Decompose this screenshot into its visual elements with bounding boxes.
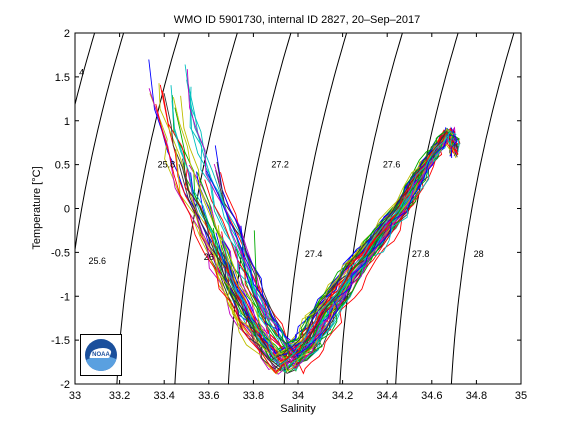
isopycnal-line	[227, 33, 292, 384]
noaa-logo: NOAA	[80, 334, 122, 376]
profile-lines	[148, 59, 461, 375]
x-tick-label: 33.6	[198, 390, 219, 402]
isopycnal-line	[75, 33, 96, 107]
y-tick-label: -2	[60, 379, 70, 391]
y-tick-label: 2	[64, 28, 70, 40]
x-tick-label: 34	[292, 390, 304, 402]
x-tick-label: 33.8	[243, 390, 264, 402]
isopycnal-line	[283, 33, 348, 384]
y-tick-label: 0	[64, 204, 70, 216]
density-contours	[75, 33, 515, 384]
x-tick-label: 34.4	[376, 390, 397, 402]
isopycnal-label: 27.8	[412, 249, 430, 259]
isopycnal-line	[450, 33, 515, 384]
x-tick-label: 34.6	[421, 390, 442, 402]
isopycnal-label: 26	[204, 252, 214, 262]
x-axis-label: Salinity	[280, 403, 316, 415]
isopycnal-label: 4	[79, 67, 84, 77]
isopycnal-line	[395, 33, 459, 384]
isopycnal-line	[339, 33, 403, 384]
profile-line	[184, 64, 457, 357]
isopycnal-line	[116, 33, 180, 384]
profile-line	[212, 128, 454, 362]
x-tick-label: 34.8	[466, 390, 487, 402]
logo-label: NOAA	[92, 352, 110, 358]
contour-labels: 25.6 25.8 26 27.2 27.4 27.6 27.8 28 4	[79, 67, 483, 266]
x-axis-ticks: 33 33.2 33.4 33.6 33.8 34 34.2 34.4 34.6 34.8 35	[69, 33, 527, 402]
x-tick-label: 33	[69, 390, 81, 402]
y-tick-label: 1.5	[55, 72, 70, 84]
profile-line	[189, 95, 461, 371]
isopycnal-label: 25.6	[89, 256, 107, 266]
y-tick-label: -0.5	[51, 247, 70, 259]
x-tick-label: 34.2	[332, 390, 353, 402]
isopycnal-label: 27.6	[383, 160, 401, 170]
isopycnal-label: 27.2	[271, 160, 289, 170]
profile-line	[182, 131, 459, 360]
x-tick-label: 35	[515, 390, 527, 402]
isopycnal-line	[75, 33, 125, 254]
y-tick-label: -1	[60, 291, 70, 303]
profile-line	[186, 69, 458, 357]
y-tick-label: -1.5	[51, 335, 70, 347]
y-axis-label: Temperature [°C]	[31, 166, 43, 249]
profile-line	[222, 130, 452, 366]
y-tick-label: 1	[64, 116, 70, 128]
x-tick-label: 33.2	[109, 390, 130, 402]
isopycnal-label: 27.4	[305, 249, 323, 259]
noaa-emblem-icon: NOAA	[85, 339, 117, 371]
plot-frame	[74, 32, 522, 385]
chart-title: WMO ID 5901730, internal ID 2827, 20–Sep…	[174, 14, 420, 26]
isopycnal-label: 28	[474, 249, 484, 259]
x-tick-label: 33.4	[153, 390, 174, 402]
isopycnal-label: 25.8	[158, 160, 176, 170]
profile-line	[155, 103, 459, 374]
y-axis-ticks: -2 -1.5 -1 -0.5 0 0.5 1 1.5 2	[51, 28, 521, 391]
profile-line	[221, 128, 454, 357]
y-tick-label: 0.5	[55, 160, 70, 172]
